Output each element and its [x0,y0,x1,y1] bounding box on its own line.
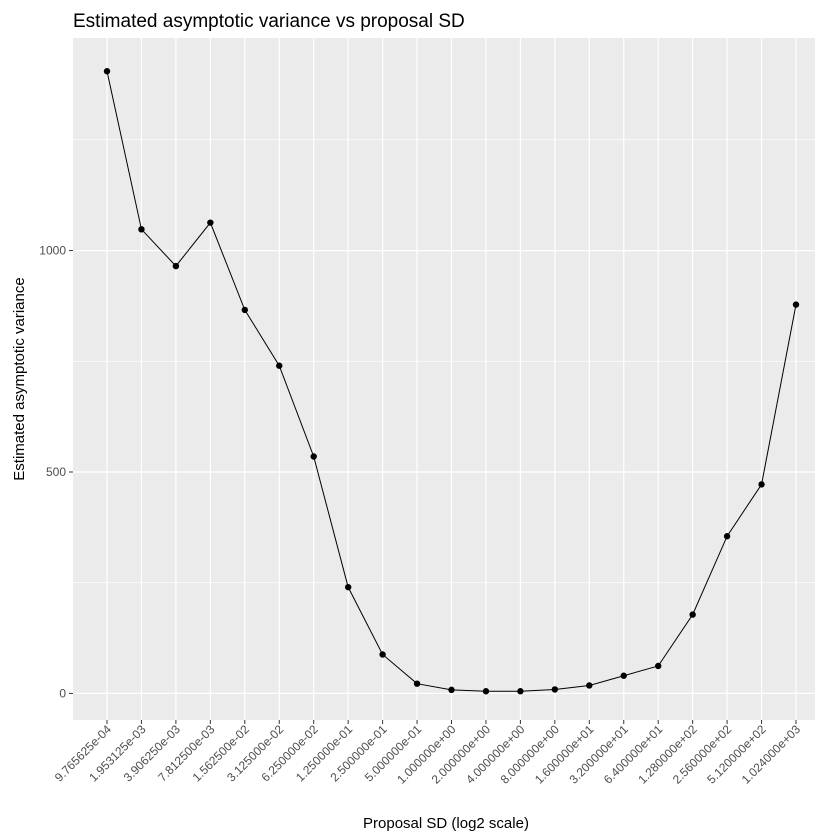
y-axis-title: Estimated asymptotic variance [11,277,28,480]
data-point [758,481,765,488]
data-point [344,583,352,591]
y-axis: 0 500 1000 [39,244,73,700]
data-point [551,686,559,693]
data-point [310,453,317,460]
y-tick-label: 1000 [39,244,66,258]
data-point [448,686,455,694]
y-tick-label: 0 [59,686,66,700]
data-point [620,672,627,679]
data-point [586,682,593,689]
data-point [689,611,696,618]
data-point [138,226,145,233]
series-points [103,68,800,695]
data-point [413,680,421,687]
chart-title: Estimated asymptotic variance vs proposa… [73,11,465,32]
data-point [792,301,800,308]
data-point [482,688,490,695]
x-axis-title: Proposal SD (log2 scale) [363,815,529,832]
x-axis: 9.765625e-041.953125e-033.906250e-037.81… [52,720,803,787]
data-point [276,362,283,369]
grid-minor [73,139,815,584]
plot-panel [73,38,815,720]
data-point [379,651,386,658]
data-point [655,662,662,670]
data-point [517,688,524,695]
data-point [207,219,214,226]
data-point [103,68,111,75]
grid-major [73,38,815,720]
y-tick-label: 500 [46,465,66,479]
data-point [241,306,248,314]
data-point [723,533,731,540]
data-point [172,262,180,270]
